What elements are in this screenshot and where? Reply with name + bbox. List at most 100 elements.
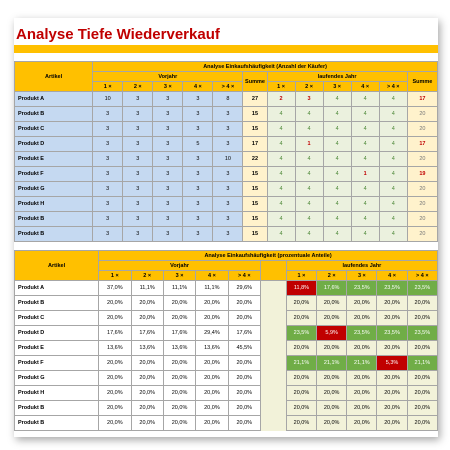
cell: 20,0% — [162, 370, 197, 386]
header-row: Artikel Analyse Einkaufshäufigkeit (proze… — [13, 250, 438, 281]
cell: 3 — [92, 196, 124, 212]
row-label: Produkt D — [13, 325, 100, 341]
cell: 3 — [152, 166, 184, 182]
cell: 20,0% — [346, 370, 378, 386]
cell: 20,0% — [162, 355, 197, 371]
cell: 20,0% — [285, 340, 318, 356]
cell: 3 — [182, 211, 214, 227]
cell: 3 — [182, 106, 214, 122]
cell: 4 — [266, 151, 296, 167]
row: Produkt H 20,0% 20,0% 20,0% 20,0% 20,0% 20,0% 2… — [13, 385, 439, 401]
cell: 20,0% — [98, 415, 132, 431]
cell: 3 — [212, 211, 244, 227]
cell: 20,0% — [227, 400, 261, 416]
sum-cell: 17 — [406, 136, 439, 152]
row: Produkt A 10 3 3 3 8 27 2 3 4 4 4 17 — [13, 91, 439, 107]
cell: 3 — [182, 181, 214, 197]
header-laufend: laufendes Jahr — [266, 71, 408, 82]
cell: 20,0% — [376, 295, 408, 311]
cell: 20,0% — [376, 370, 408, 386]
row-label: Produkt B — [13, 211, 94, 227]
row: Produkt B 3 3 3 3 3 15 4 4 4 4 4 20 — [13, 226, 439, 242]
column-header: 2 × — [130, 270, 164, 281]
cell: 4 — [294, 196, 324, 212]
row: Produkt B 3 3 3 3 3 15 4 4 4 4 4 20 — [13, 211, 439, 227]
cell: 23,5% — [406, 280, 439, 296]
cell: 13,6% — [98, 340, 132, 356]
cell: 20,0% — [285, 310, 318, 326]
column-header: 3 × — [162, 270, 197, 281]
cell: 3 — [92, 166, 124, 182]
cell: 20,0% — [130, 370, 164, 386]
sum-cell: 20 — [406, 181, 439, 197]
cell: 29,4% — [195, 325, 229, 341]
cell: 3 — [182, 196, 214, 212]
cell: 4 — [266, 181, 296, 197]
column-header: 2 × — [122, 81, 154, 92]
cell: 20,0% — [195, 415, 229, 431]
cell: 21,1% — [285, 355, 318, 371]
cell: 3 — [92, 121, 124, 137]
cell: 10 — [212, 151, 244, 167]
cell: 20,0% — [316, 400, 348, 416]
row-label: Produkt G — [13, 370, 100, 386]
cell: 3 — [122, 181, 154, 197]
header-vorjahr: Vorjahr — [92, 71, 244, 82]
column-header: 4 × — [350, 81, 380, 92]
sum-cell: 17 — [406, 91, 439, 107]
cell: 4 — [294, 121, 324, 137]
cell: 21,1% — [346, 355, 378, 371]
cell: 3 — [152, 106, 184, 122]
cell: 11,1% — [130, 280, 164, 296]
cell: 29,6% — [227, 280, 261, 296]
cell: 3 — [122, 226, 154, 242]
header-row: Artikel Analyse Einkaufshäufigkeit (Anzah… — [13, 61, 438, 92]
cell: 4 — [294, 181, 324, 197]
cell: 3 — [122, 106, 154, 122]
cell: 23,5% — [346, 325, 378, 341]
sum-cell: 15 — [242, 181, 268, 197]
cell: 4 — [266, 196, 296, 212]
cell: 20,0% — [130, 385, 164, 401]
cell: 3 — [212, 181, 244, 197]
cell: 3 — [182, 91, 214, 107]
row: Produkt D 17,6% 17,6% 17,6% 29,4% 17,6% 23,5% 5… — [13, 325, 439, 341]
cell: 20,0% — [162, 385, 197, 401]
cell: 20,0% — [406, 385, 439, 401]
cell: 3 — [294, 91, 324, 107]
column-header: 1 × — [285, 270, 318, 281]
cell: 11,1% — [195, 280, 229, 296]
row-label: Produkt F — [13, 166, 94, 182]
column-header: 4 × — [376, 270, 408, 281]
cell: 20,0% — [406, 295, 439, 311]
header-caption: Analyse Einkaufshäufigkeit (prozentuale … — [98, 250, 438, 261]
row-label: Produkt B — [13, 226, 94, 242]
cell: 20,0% — [406, 310, 439, 326]
cell: 20,0% — [346, 340, 378, 356]
cell: 3 — [212, 226, 244, 242]
cell: 20,0% — [98, 370, 132, 386]
cell: 20,0% — [98, 355, 132, 371]
row: Produkt B 3 3 3 3 3 15 4 4 4 4 4 20 — [13, 106, 439, 122]
cell: 20,0% — [98, 400, 132, 416]
cell: 20,0% — [130, 415, 164, 431]
tables: Artikel Analyse Einkaufshäufigkeit (Anzah… — [13, 61, 439, 431]
cell: 20,0% — [227, 355, 261, 371]
cell: 20,0% — [227, 310, 261, 326]
table: Artikel Analyse Einkaufshäufigkeit (Anzah… — [13, 61, 439, 242]
column-header: 3 × — [322, 81, 352, 92]
sum-cell: 15 — [242, 211, 268, 227]
cell: 4 — [266, 136, 296, 152]
cell: 20,0% — [285, 400, 318, 416]
row: Produkt D 3 3 3 5 3 17 4 1 4 4 4 17 — [13, 136, 439, 152]
cell: 21,1% — [406, 355, 439, 371]
cell: 20,0% — [316, 340, 348, 356]
cell: 23,5% — [406, 325, 439, 341]
column-header: > 4 × — [406, 270, 439, 281]
cell: 4 — [266, 121, 296, 137]
cell: 4 — [378, 166, 408, 182]
cell: 2 — [266, 91, 296, 107]
sum-cell: 22 — [242, 151, 268, 167]
header-laufend: laufendes Jahr — [285, 260, 439, 271]
row: Produkt F 3 3 3 3 3 15 4 4 4 1 4 19 — [13, 166, 439, 182]
